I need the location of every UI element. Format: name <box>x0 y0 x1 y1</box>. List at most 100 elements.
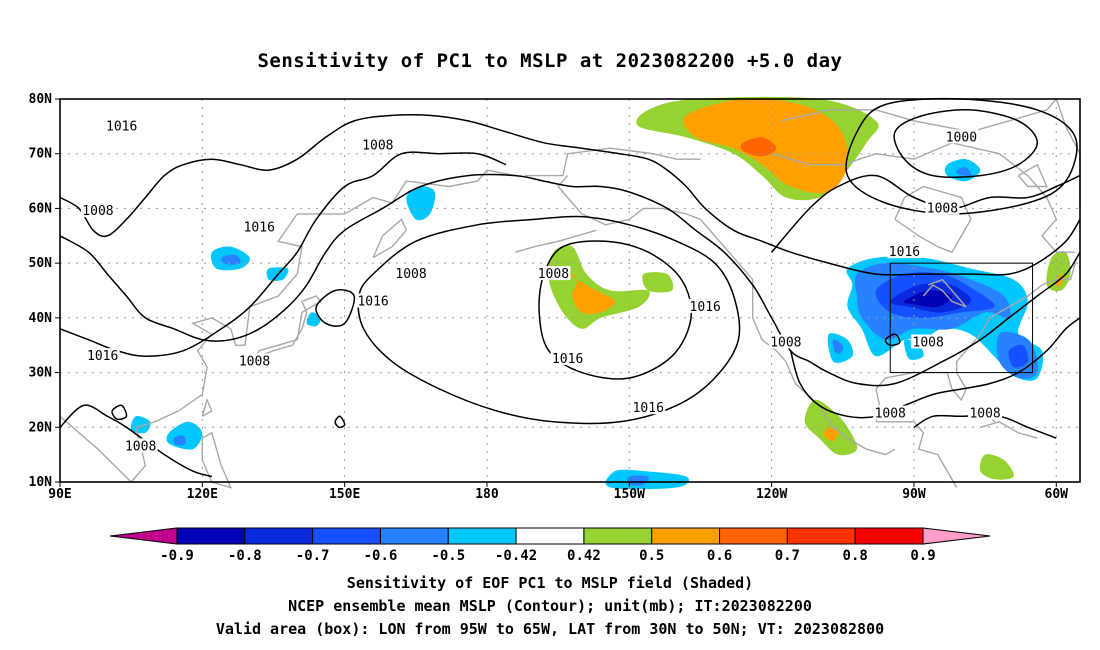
shade-region <box>130 416 151 434</box>
contour-label-bg <box>873 405 908 420</box>
contour-label-bg <box>394 266 429 281</box>
colorbar-label: -0.5 <box>431 548 465 564</box>
contour-label-bg <box>968 405 1003 420</box>
contour-label-bg <box>356 293 391 308</box>
axis-labels: 90E 120E 150E 180 150W 120W 90W 60W 80N 70N 60N 50N… <box>29 92 1069 502</box>
footer-line-1: Sensitivity of EOF PC1 to MSLP field (Sh… <box>346 574 754 592</box>
lon-tick-label: 120E <box>187 487 218 502</box>
contour-label-bg <box>911 334 946 349</box>
contour-label-bg <box>944 129 979 144</box>
colorbar-bin <box>244 527 314 545</box>
mslp-contour <box>845 97 1078 215</box>
coastline <box>201 397 213 417</box>
colorbar-label: 0.6 <box>707 548 732 564</box>
colorbar-bin <box>447 527 517 545</box>
contour-label: 1016 <box>106 119 137 134</box>
mslp-contour <box>884 333 901 347</box>
colorbar-label: -0.6 <box>364 548 398 564</box>
shade-region <box>562 268 616 315</box>
mslp-contour <box>59 151 507 357</box>
shade-region <box>804 399 858 456</box>
lon-tick-label: 90W <box>902 487 926 502</box>
contour-label: 1008 <box>770 335 801 350</box>
contour-label-bg <box>123 438 158 453</box>
colorbar-bin <box>786 527 856 545</box>
contour-labels: 1016 1008 1000 1008 1016 1008 1016 1008 1008 1016… <box>80 118 1003 454</box>
shade-region <box>642 272 674 293</box>
coastline <box>524 147 701 177</box>
contour-label: 1008 <box>969 407 1000 422</box>
chart-title: Sensitivity of PC1 to MSLP at 2023082200… <box>257 50 843 72</box>
sensitivity-shading <box>130 96 1071 490</box>
coastline <box>249 295 322 368</box>
colorbar-min-triangle <box>109 527 178 545</box>
colorbar-label: -0.9 <box>160 548 194 564</box>
contour-label-bg <box>887 244 922 259</box>
contour-label: 1016 <box>690 300 721 315</box>
lon-tick-label: 180 <box>475 487 499 502</box>
contour-label-bg <box>550 350 585 365</box>
coastline <box>1017 163 1048 188</box>
shade-region <box>1008 344 1029 368</box>
valid-area-box <box>889 262 1034 374</box>
colorbar-label: 0.42 <box>567 548 601 564</box>
lon-tick-label: 60W <box>1045 487 1069 502</box>
footer-line-3: Valid area (box): LON from 95W to 65W, L… <box>215 620 885 638</box>
contour-label: 1008 <box>395 267 426 282</box>
lon-tick-label: 150E <box>329 487 360 502</box>
shade-region <box>166 421 203 450</box>
contour-label-bg <box>631 400 666 415</box>
coastline <box>515 229 597 253</box>
contour-label: 1000 <box>946 130 977 145</box>
lat-tick-label: 30N <box>29 366 53 381</box>
contour-label: 1008 <box>927 201 958 216</box>
colorbar-bin <box>176 527 246 545</box>
shade-region <box>979 454 1014 480</box>
contour-label-bg <box>85 348 120 363</box>
lon-tick-label: 90E <box>48 487 71 502</box>
colorbar-bin <box>854 527 924 545</box>
coastline <box>59 169 516 484</box>
map-frame <box>59 98 1081 483</box>
contour-label: 1008 <box>538 267 569 282</box>
mslp-contour <box>315 289 356 327</box>
colorbar-label: 0.5 <box>639 548 664 564</box>
shade-region <box>832 339 844 354</box>
colorbar-bin <box>515 527 585 545</box>
mslp-contour <box>357 215 741 425</box>
shade-region <box>823 427 839 442</box>
colorbar-bin <box>719 527 788 545</box>
contour-label-bg <box>104 118 139 133</box>
coastline <box>372 218 408 259</box>
mslp-contour <box>59 113 1081 276</box>
contour-label: 1008 <box>913 335 944 350</box>
contour-label-bg <box>536 266 571 281</box>
mslp-contour <box>334 415 346 429</box>
footer-line-2: NCEP ensemble mean MSLP (Contour); unit(… <box>288 597 812 615</box>
contour-label-bg <box>242 219 277 234</box>
shade-region <box>956 167 972 177</box>
contour-label-bg <box>925 200 960 215</box>
shade-region <box>173 435 187 446</box>
shade-region <box>740 137 777 157</box>
shade-region <box>406 186 436 221</box>
colorbar-label: 0.8 <box>843 548 868 564</box>
lon-tick-label: 120W <box>756 487 787 502</box>
contour-label: 1008 <box>239 355 270 370</box>
contour-label: 1008 <box>875 407 906 422</box>
coastline <box>922 278 967 308</box>
coastline <box>980 421 1038 439</box>
colorbar-label: 0.7 <box>775 548 800 564</box>
coastline <box>201 431 233 489</box>
colorbar-max-triangle <box>922 527 991 545</box>
shade-region <box>903 290 953 308</box>
lat-tick-label: 80N <box>29 92 53 107</box>
coastline <box>876 421 958 488</box>
contour-label: 1016 <box>552 352 583 367</box>
coastline <box>771 142 1076 253</box>
lat-tick-label: 50N <box>29 256 53 271</box>
contour-label-bg <box>360 137 395 152</box>
coastline <box>557 175 896 456</box>
shade-region <box>548 245 650 329</box>
lat-tick-label: 70N <box>29 147 53 162</box>
